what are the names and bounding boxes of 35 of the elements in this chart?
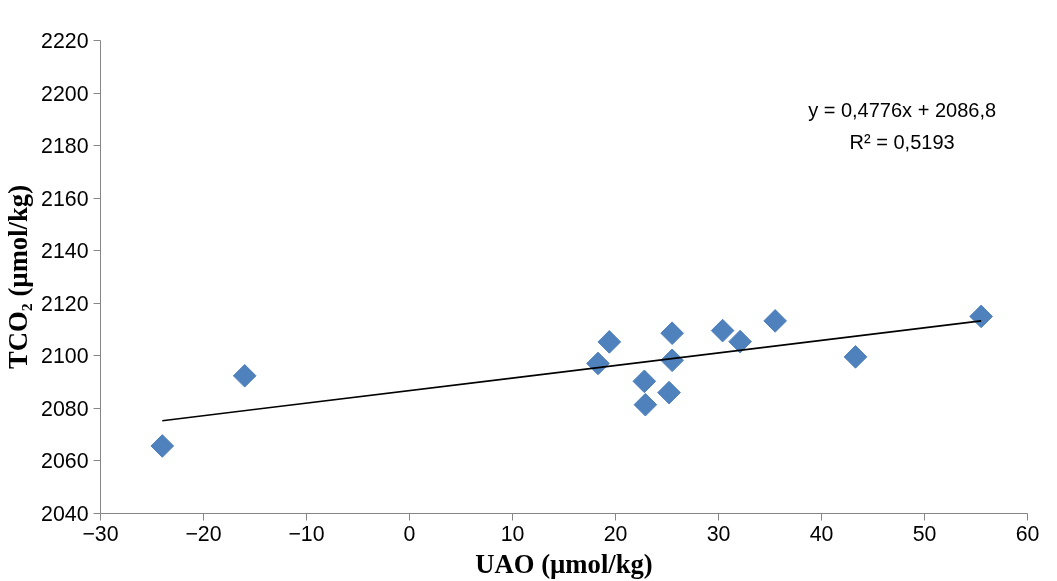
point [969, 304, 993, 329]
point [843, 345, 868, 369]
point [763, 309, 787, 333]
point [710, 318, 735, 343]
y-tick-label: 2080 [41, 396, 89, 421]
y-tick-label: 2060 [41, 449, 89, 474]
x-tick-label: 0 [403, 521, 416, 546]
point [728, 329, 752, 354]
y-tick-label: 2160 [41, 186, 89, 211]
annotation: R² = 0,5193 [849, 130, 955, 153]
y-tick-label: 2100 [41, 344, 89, 369]
annotation: y = 0,4776x + 2086,8 [808, 98, 997, 121]
point [632, 369, 657, 394]
point [232, 363, 257, 388]
y-tick-label: 2140 [41, 239, 89, 264]
x-tick-label: 40 [809, 521, 834, 546]
y-axis-title: TCO₂ (µmol/kg) [3, 184, 34, 370]
x-tick-label: 50 [912, 521, 937, 546]
x-tick-label: 60 [1015, 521, 1040, 546]
point [660, 321, 684, 346]
point [597, 330, 622, 354]
point [657, 380, 681, 405]
point [586, 351, 610, 376]
y-tick-label: 2180 [41, 134, 89, 159]
y-tick-label: 2220 [41, 29, 89, 53]
x-tick-label: 30 [706, 521, 731, 546]
x-tick-label: −20 [185, 521, 222, 546]
y-tick-label: 2120 [41, 291, 89, 316]
x-tick-label: −10 [288, 521, 325, 546]
point [633, 392, 658, 417]
x-axis-title: UAO (µmol/kg) [475, 548, 653, 579]
point [150, 434, 175, 458]
y-tick-label: 2200 [41, 81, 89, 106]
x-tick-label: 10 [500, 521, 525, 546]
x-tick-label: 20 [603, 521, 628, 546]
